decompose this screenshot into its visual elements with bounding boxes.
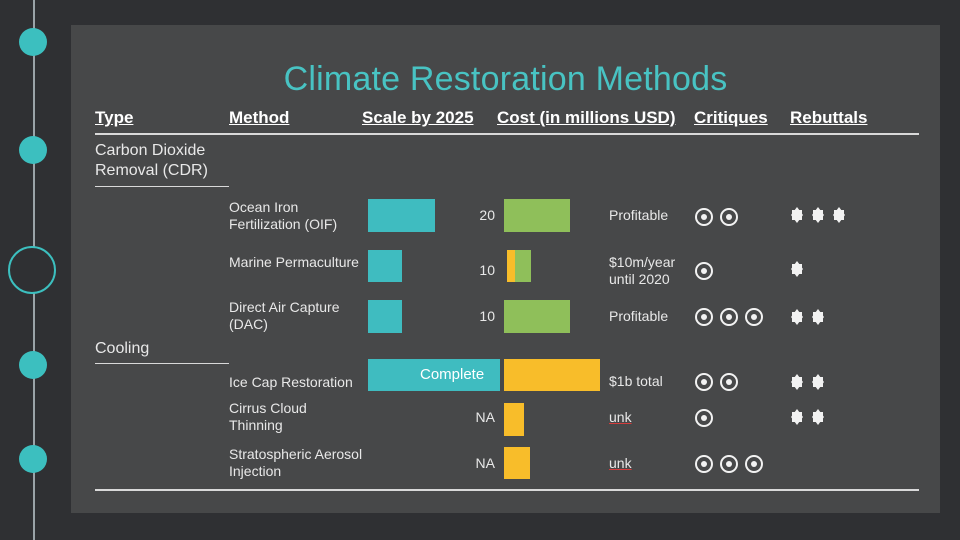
cost-bar [504, 359, 600, 391]
critique-icon [695, 308, 713, 326]
rebuttal-icon [811, 408, 825, 426]
rebuttal-icon [790, 260, 804, 278]
method-name: Ocean Iron Fertilization (OIF) [229, 199, 338, 232]
scale-bar [368, 250, 402, 282]
cost-text: unk [609, 409, 632, 425]
critiques-icons [695, 208, 738, 226]
scale-bar [368, 359, 500, 391]
header-scale: Scale by 2025 [362, 108, 474, 127]
rebuttal-icon [832, 206, 846, 224]
cost-bar [504, 403, 524, 436]
header-divider [95, 133, 919, 135]
method-name: Marine Permaculture [229, 254, 359, 270]
section-divider [95, 186, 229, 187]
slide-title: Climate Restoration Methods [283, 60, 728, 98]
cost-text: Profitable [609, 207, 669, 223]
cost-bar [504, 300, 570, 333]
critique-icon [720, 208, 738, 226]
cost-bar [504, 447, 530, 479]
critiques-icons [695, 262, 713, 280]
scale-bar [368, 300, 402, 333]
timeline-dot[interactable] [19, 28, 47, 56]
critique-icon [720, 308, 738, 326]
rebuttals-icons [790, 373, 825, 391]
cost-bar-segment [507, 250, 515, 282]
rebuttal-icon [790, 373, 804, 391]
rebuttal-icon [811, 206, 825, 224]
header-type: Type [95, 108, 134, 127]
rebuttals-icons [790, 260, 804, 278]
scale-bar [368, 199, 435, 232]
header-rebuttals: Rebuttals [790, 108, 868, 127]
scale-value: 10 [479, 308, 495, 324]
scale-value: 20 [479, 207, 495, 223]
method-name: Stratospheric Aerosol Injection [229, 446, 363, 479]
critique-icon [695, 262, 713, 280]
cost-bar-segment [515, 250, 531, 282]
scale-value: 10 [479, 262, 495, 278]
rebuttals-icons [790, 206, 846, 224]
critiques-icons [695, 455, 763, 473]
scale-value: NA [475, 455, 495, 471]
timeline-dot-current[interactable] [8, 246, 56, 294]
rebuttal-icon [790, 308, 804, 326]
section-cdr: Carbon Dioxide Removal (CDR) [95, 142, 208, 179]
critiques-icons [695, 373, 738, 391]
section-divider [95, 363, 229, 364]
section-cooling: Cooling [95, 340, 150, 357]
critique-icon [695, 455, 713, 473]
critiques-icons [695, 409, 713, 427]
header-method: Method [229, 108, 290, 127]
table-bottom-divider [95, 489, 919, 491]
timeline-dot[interactable] [19, 351, 47, 379]
method-name: Cirrus Cloud Thinning [229, 400, 307, 433]
timeline-dot[interactable] [19, 136, 47, 164]
critiques-icons [695, 308, 763, 326]
cost-text: $10m/year until 2020 [609, 254, 676, 287]
critique-icon [695, 208, 713, 226]
timeline-dot[interactable] [19, 445, 47, 473]
critique-icon [720, 455, 738, 473]
critique-icon [695, 373, 713, 391]
cost-text: Profitable [609, 308, 669, 324]
rebuttal-icon [790, 206, 804, 224]
slide: Climate Restoration Methods Type Method … [71, 25, 940, 513]
cost-text: $1b total [609, 373, 663, 389]
critique-icon [745, 308, 763, 326]
header-critiques: Critiques [694, 108, 768, 127]
rebuttals-icons [790, 308, 825, 326]
scale-value: Complete [420, 366, 485, 383]
rebuttal-icon [811, 373, 825, 391]
scale-value: NA [475, 409, 495, 425]
rebuttal-icon [811, 308, 825, 326]
rebuttals-icons [790, 408, 825, 426]
method-name: Ice Cap Restoration [229, 374, 353, 390]
cost-bar [504, 199, 570, 232]
rebuttal-icon [790, 408, 804, 426]
cost-text: unk [609, 455, 632, 471]
critique-icon [720, 373, 738, 391]
method-name: Direct Air Capture (DAC) [229, 299, 340, 332]
critique-icon [745, 455, 763, 473]
critique-icon [695, 409, 713, 427]
header-cost: Cost (in millions USD) [497, 108, 676, 127]
